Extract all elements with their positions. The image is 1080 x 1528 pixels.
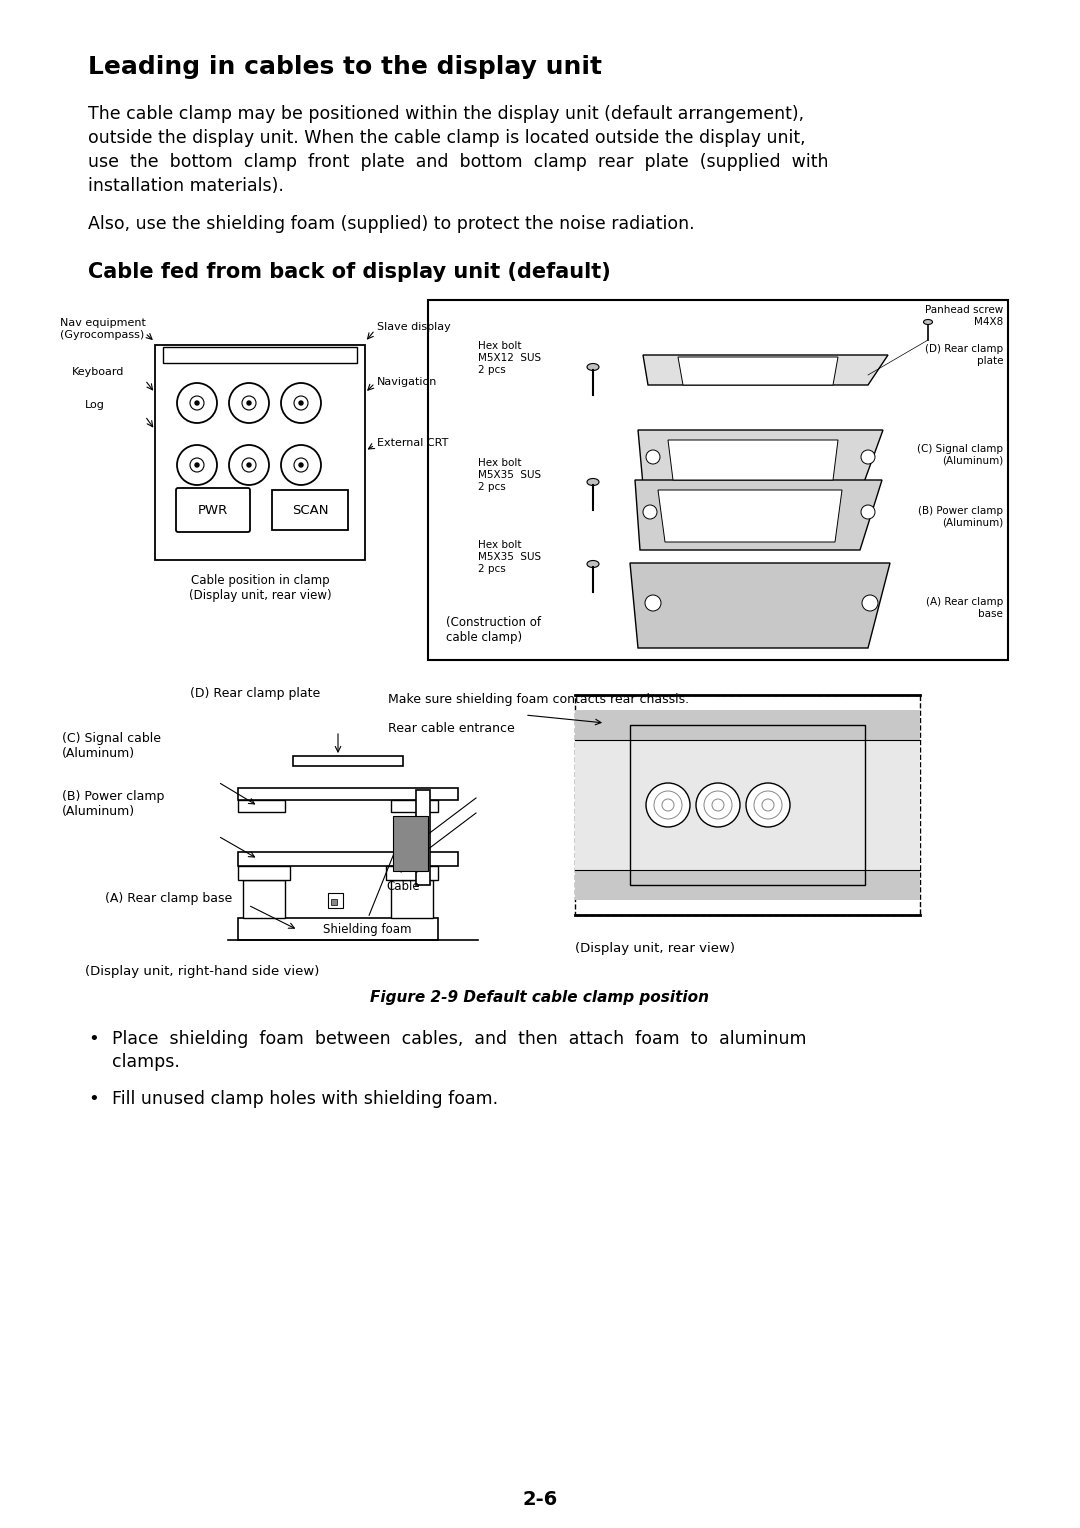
Circle shape: [299, 400, 303, 405]
Bar: [238, 853, 458, 866]
Bar: [328, 892, 343, 908]
Circle shape: [746, 782, 789, 827]
Circle shape: [646, 782, 690, 827]
Circle shape: [645, 594, 661, 611]
Text: Cable fed from back of display unit (default): Cable fed from back of display unit (def…: [87, 261, 611, 283]
Text: Also, use the shielding foam (supplied) to protect the noise radiation.: Also, use the shielding foam (supplied) …: [87, 215, 694, 232]
Text: External CRT: External CRT: [377, 439, 448, 448]
Text: Fill unused clamp holes with shielding foam.: Fill unused clamp holes with shielding f…: [112, 1089, 498, 1108]
Polygon shape: [678, 358, 838, 385]
Bar: [416, 790, 430, 885]
Text: 2-6: 2-6: [523, 1490, 557, 1510]
Text: Navigation: Navigation: [377, 377, 437, 387]
Text: (D) Rear clamp
plate: (D) Rear clamp plate: [924, 344, 1003, 365]
Text: Keyboard: Keyboard: [72, 367, 124, 377]
Polygon shape: [658, 490, 842, 542]
Text: Nav equipment
(Gyrocompass): Nav equipment (Gyrocompass): [60, 318, 146, 339]
Bar: [330, 898, 337, 905]
Bar: [238, 866, 291, 880]
Bar: [575, 740, 920, 869]
Text: (Construction of
cable clamp): (Construction of cable clamp): [446, 616, 541, 643]
Text: clamps.: clamps.: [112, 1053, 180, 1071]
Text: Make sure shielding foam contacts rear chassis.: Make sure shielding foam contacts rear c…: [388, 694, 689, 706]
Text: PWR: PWR: [198, 504, 228, 516]
Polygon shape: [638, 429, 883, 484]
Bar: [238, 918, 438, 940]
Text: •: •: [87, 1089, 98, 1108]
Bar: [575, 869, 920, 900]
Text: (C) Signal clamp
(Aluminum): (C) Signal clamp (Aluminum): [917, 445, 1003, 466]
Text: (D) Rear clamp plate: (D) Rear clamp plate: [190, 688, 321, 700]
Polygon shape: [635, 480, 882, 550]
Text: (A) Rear clamp
base: (A) Rear clamp base: [926, 597, 1003, 619]
Text: (C) Signal cable
(Aluminum): (C) Signal cable (Aluminum): [62, 732, 161, 759]
Polygon shape: [669, 440, 838, 480]
Text: Hex bolt
M5X35  SUS
2 pcs: Hex bolt M5X35 SUS 2 pcs: [478, 541, 541, 573]
Circle shape: [247, 400, 251, 405]
Circle shape: [281, 445, 321, 484]
Circle shape: [177, 445, 217, 484]
Circle shape: [696, 782, 740, 827]
Text: Place  shielding  foam  between  cables,  and  then  attach  foam  to  aluminum: Place shielding foam between cables, and…: [112, 1030, 807, 1048]
Bar: [391, 801, 438, 811]
Text: Figure 2-9 Default cable clamp position: Figure 2-9 Default cable clamp position: [370, 990, 710, 1005]
Text: (A) Rear clamp base: (A) Rear clamp base: [105, 892, 232, 905]
Circle shape: [247, 463, 251, 468]
Circle shape: [861, 451, 875, 465]
Bar: [575, 711, 920, 740]
Bar: [163, 347, 357, 364]
Bar: [156, 345, 365, 559]
Polygon shape: [630, 562, 890, 648]
Bar: [393, 816, 428, 871]
Text: Hex bolt
M5X12  SUS
2 pcs: Hex bolt M5X12 SUS 2 pcs: [478, 341, 541, 374]
Text: Hex bolt
M5X35  SUS
2 pcs: Hex bolt M5X35 SUS 2 pcs: [478, 458, 541, 492]
Ellipse shape: [588, 478, 599, 486]
Text: (B) Power clamp
(Aluminum): (B) Power clamp (Aluminum): [918, 506, 1003, 527]
Circle shape: [643, 504, 657, 520]
Bar: [630, 724, 865, 885]
Bar: [272, 490, 348, 530]
Bar: [391, 880, 433, 918]
Circle shape: [281, 384, 321, 423]
Circle shape: [862, 594, 878, 611]
Text: Cable position in clamp
(Display unit, rear view): Cable position in clamp (Display unit, r…: [189, 575, 332, 602]
Text: (Display unit, right-hand side view): (Display unit, right-hand side view): [85, 966, 320, 978]
Text: SCAN: SCAN: [292, 504, 328, 516]
Bar: [575, 695, 920, 915]
Bar: [238, 801, 285, 811]
Text: Shielding foam: Shielding foam: [323, 923, 411, 937]
Text: use  the  bottom  clamp  front  plate  and  bottom  clamp  rear  plate  (supplie: use the bottom clamp front plate and bot…: [87, 153, 828, 171]
Text: Log: Log: [85, 400, 105, 410]
Text: outside the display unit. When the cable clamp is located outside the display un: outside the display unit. When the cable…: [87, 128, 806, 147]
Text: Rear cable entrance: Rear cable entrance: [388, 723, 515, 735]
Circle shape: [195, 400, 199, 405]
Bar: [386, 866, 438, 880]
Bar: [428, 299, 1008, 660]
Bar: [243, 880, 285, 918]
Text: Cable: Cable: [387, 880, 420, 892]
Circle shape: [861, 504, 875, 520]
Text: (B) Power clamp
(Aluminum): (B) Power clamp (Aluminum): [62, 790, 164, 817]
Circle shape: [195, 463, 199, 468]
Text: installation materials).: installation materials).: [87, 177, 284, 196]
Text: •: •: [87, 1030, 98, 1048]
Circle shape: [177, 384, 217, 423]
Circle shape: [229, 445, 269, 484]
Ellipse shape: [588, 561, 599, 567]
Text: Panhead screw
M4X8: Panhead screw M4X8: [924, 306, 1003, 327]
Bar: [293, 756, 403, 766]
Circle shape: [299, 463, 303, 468]
FancyBboxPatch shape: [176, 487, 249, 532]
Bar: [238, 788, 458, 801]
Text: (Display unit, rear view): (Display unit, rear view): [575, 941, 735, 955]
Circle shape: [229, 384, 269, 423]
Ellipse shape: [588, 364, 599, 370]
Text: Leading in cables to the display unit: Leading in cables to the display unit: [87, 55, 602, 79]
Polygon shape: [643, 354, 888, 385]
Text: The cable clamp may be positioned within the display unit (default arrangement),: The cable clamp may be positioned within…: [87, 105, 805, 122]
Ellipse shape: [923, 319, 932, 324]
Text: Slave display: Slave display: [377, 322, 450, 332]
Circle shape: [646, 451, 660, 465]
